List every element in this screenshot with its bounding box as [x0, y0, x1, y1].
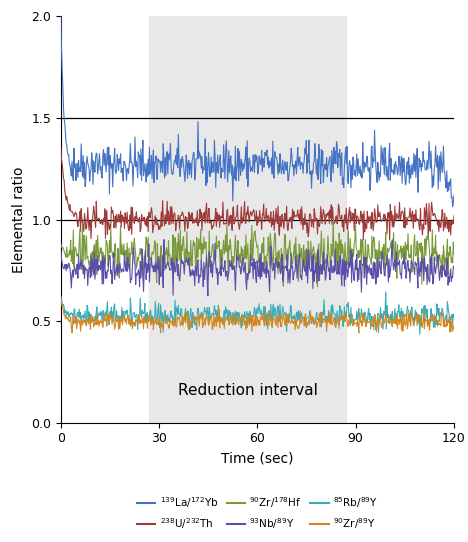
Text: Reduction interval: Reduction interval — [178, 383, 317, 398]
Y-axis label: Elemental ratio: Elemental ratio — [12, 166, 26, 273]
Legend: $^{139}$La/$^{172}$Yb, $^{238}$U/$^{232}$Th, $^{90}$Zr/$^{178}$Hf, $^{93}$Nb/$^{: $^{139}$La/$^{172}$Yb, $^{238}$U/$^{232}… — [132, 491, 382, 535]
X-axis label: Time (sec): Time (sec) — [221, 451, 293, 465]
Bar — [149, 16, 346, 423]
